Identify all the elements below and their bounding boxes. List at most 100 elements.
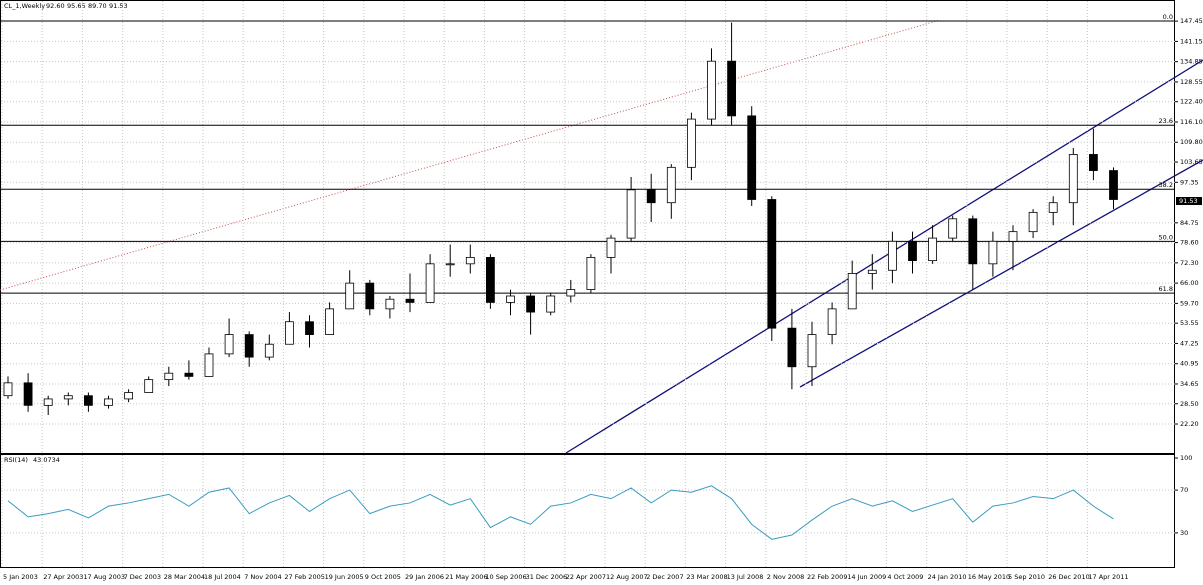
y-tick-label: 53.55 xyxy=(1180,319,1199,327)
candle-body xyxy=(305,321,314,335)
y-tick-label: 34.65 xyxy=(1180,380,1199,388)
candle-body xyxy=(727,60,736,117)
candle-body xyxy=(847,273,857,310)
x-tick-label: 23 Mar 2008 xyxy=(686,573,727,581)
x-tick-label: 4 Oct 2009 xyxy=(887,573,923,581)
candle-body xyxy=(224,334,234,355)
candle-body xyxy=(646,189,656,204)
candle-body xyxy=(385,298,395,310)
candle-body xyxy=(43,398,53,406)
candle-body xyxy=(546,295,556,313)
candle-body xyxy=(244,334,254,358)
candle-body xyxy=(747,115,757,200)
candle-body xyxy=(827,308,837,335)
x-tick-label: 16 May 2010 xyxy=(968,573,1010,581)
candle-body xyxy=(526,295,535,313)
price-box xyxy=(1176,197,1202,206)
candle-body xyxy=(928,237,937,262)
candle-body xyxy=(888,240,897,271)
candle-body xyxy=(184,372,194,377)
candle-body xyxy=(707,60,716,120)
y-tick-label: 147.45 xyxy=(1180,17,1203,25)
fib-label: 0.0 xyxy=(1163,13,1173,21)
y-tick-label: 78.60 xyxy=(1180,239,1199,247)
candle-body xyxy=(666,166,676,204)
candle-body xyxy=(425,263,435,303)
x-tick-label: 22 Apr 2007 xyxy=(566,573,606,581)
candle-body xyxy=(908,240,917,262)
x-tick-label: 14 Jun 2009 xyxy=(847,573,886,581)
candle-body xyxy=(626,189,636,239)
y-tick-label: 70 xyxy=(1180,486,1188,494)
x-tick-label: 22 Feb 2009 xyxy=(807,573,847,581)
x-tick-label: 28 Mar 2004 xyxy=(164,573,205,581)
candle-body xyxy=(948,218,958,239)
candle-body xyxy=(284,321,294,345)
x-tick-label: 27 Feb 2005 xyxy=(284,573,324,581)
candle-body xyxy=(787,327,797,368)
candle-body xyxy=(144,379,154,393)
symbol: CL_1,Weekly xyxy=(4,2,45,10)
candle-body xyxy=(807,334,817,368)
last-price: 91.53 xyxy=(1179,197,1198,205)
x-tick-label: 13 Jul 2008 xyxy=(727,573,764,581)
candle-body xyxy=(1109,170,1118,200)
x-tick-label: 12 Aug 2007 xyxy=(606,573,648,581)
y-tick-label: 134.85 xyxy=(1180,58,1203,66)
y-tick-label: 72.30 xyxy=(1180,259,1199,267)
x-tick-label: 18 Jul 2004 xyxy=(204,573,241,581)
x-tick-label: 17 Aug 2003 xyxy=(83,573,125,581)
y-tick-label: 128.55 xyxy=(1180,78,1203,86)
x-tick-label: 2 Dec 2007 xyxy=(646,573,683,581)
candle-body xyxy=(23,382,33,406)
y-tick-label: 116.10 xyxy=(1180,118,1203,126)
y-tick-label: 84.75 xyxy=(1180,219,1199,227)
channel-lower xyxy=(799,159,1203,388)
candle-body xyxy=(586,256,596,290)
candle-body xyxy=(767,199,777,329)
rsi-title: RSI(14) xyxy=(4,456,28,464)
fib-label: 50.0 xyxy=(1159,233,1173,241)
candle-body xyxy=(485,256,495,303)
y-tick-label: 28.50 xyxy=(1180,400,1199,408)
y-tick-label: 66.00 xyxy=(1180,279,1199,287)
header-value: 91.53 xyxy=(109,2,128,10)
x-tick-label: 29 Jan 2006 xyxy=(405,573,444,581)
candle-body xyxy=(104,398,113,406)
main-frame xyxy=(0,0,1175,454)
x-tick-label: 31 Dec 2006 xyxy=(526,573,568,581)
y-tick-label: 100 xyxy=(1180,454,1192,462)
candle-body xyxy=(325,308,335,335)
candle-body xyxy=(264,343,274,358)
x-tick-label: 27 Apr 2003 xyxy=(43,573,83,581)
rsi-value: 43.0734 xyxy=(33,456,60,464)
header-value: 95.65 xyxy=(67,2,86,10)
rsi-frame xyxy=(0,454,1175,568)
y-tick-label: 97.35 xyxy=(1180,178,1199,186)
x-tick-label: 21 May 2006 xyxy=(445,573,487,581)
fib-label: 61.8 xyxy=(1159,285,1173,293)
x-tick-label: 7 Dec 2003 xyxy=(124,573,161,581)
candle-body xyxy=(63,395,73,400)
x-tick-label: 7 Nov 2004 xyxy=(244,573,282,581)
trend-line xyxy=(0,19,941,291)
header-value: 92.60 xyxy=(46,2,65,10)
candle-body xyxy=(687,118,696,168)
header-value: 89.70 xyxy=(88,2,107,10)
y-tick-label: 141.15 xyxy=(1180,37,1203,45)
y-tick-label: 40.95 xyxy=(1180,360,1199,368)
candle-body xyxy=(1068,154,1078,204)
candle-body xyxy=(465,256,475,265)
x-tick-label: 26 Dec 2010 xyxy=(1048,573,1090,581)
candle-body xyxy=(566,289,576,297)
candle-body xyxy=(164,372,174,381)
fib-label: 23.6 xyxy=(1159,117,1173,125)
candle-body xyxy=(1028,211,1038,233)
x-tick-label: 17 Apr 2011 xyxy=(1088,573,1128,581)
candle-body xyxy=(606,237,616,258)
x-tick-label: 19 Jun 2005 xyxy=(325,573,364,581)
x-tick-label: 2 Nov 2008 xyxy=(767,573,805,581)
y-tick-label: 30 xyxy=(1180,529,1188,537)
channel-upper xyxy=(565,59,1203,454)
